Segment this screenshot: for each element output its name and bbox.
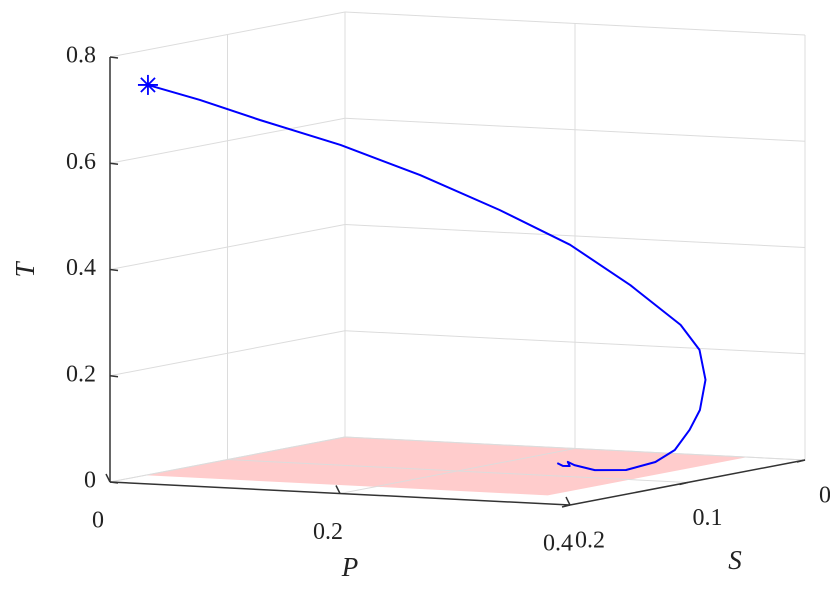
start-marker (137, 74, 158, 95)
grid-line (109, 224, 346, 270)
grid-line (227, 459, 688, 483)
z-tick-label: 0 (84, 468, 96, 494)
x-tick-label: 0.4 (543, 531, 573, 557)
y-tick (679, 481, 688, 486)
grid-line (344, 330, 806, 355)
x-tick (105, 473, 111, 483)
trajectory (147, 83, 707, 472)
y-axis-label: S (728, 545, 742, 575)
z-tick-label: 0.6 (66, 149, 96, 175)
grid-line (109, 11, 346, 58)
grid-line (344, 224, 806, 248)
marker-stroke (140, 77, 156, 93)
grid-line (109, 330, 346, 377)
plane (145, 437, 748, 496)
y-tick (561, 504, 571, 508)
z-tick (109, 268, 119, 272)
y-tick-label: 0.1 (693, 505, 723, 531)
z-tick (109, 375, 119, 378)
grid-line (344, 11, 806, 36)
grid-line (109, 117, 346, 164)
z-tick (109, 162, 119, 165)
x-tick-label: 0.2 (313, 519, 343, 545)
x-tick (565, 496, 571, 506)
z-tick-label: 0.8 (66, 43, 96, 69)
x-tick (335, 485, 341, 494)
z-tick-label: 0.4 (66, 255, 96, 281)
grid-line (344, 436, 806, 461)
grid-line (344, 117, 806, 142)
y-tick (796, 459, 806, 463)
y-tick-label: 0 (819, 483, 830, 509)
z-axis-label: T (10, 261, 40, 278)
z-tick (109, 481, 119, 484)
x-tick-label: 0 (92, 508, 104, 534)
z-tick (109, 56, 119, 59)
y-tick-label: 0.2 (575, 528, 605, 554)
x-axis-label: P (341, 552, 359, 582)
z-tick-label: 0.2 (66, 361, 96, 387)
grid-line (109, 436, 346, 483)
